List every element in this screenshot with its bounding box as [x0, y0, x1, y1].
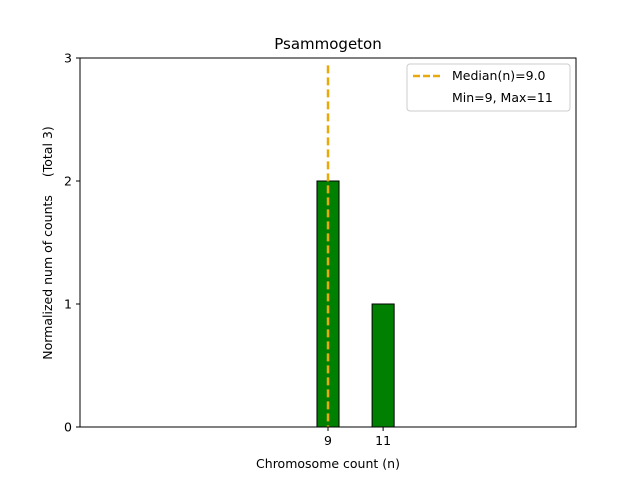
legend-range-label: Min=9, Max=11 — [452, 90, 553, 105]
y-axis-label-main: Normalized num of counts — [40, 195, 55, 360]
y-tick-label-3: 3 — [64, 51, 72, 66]
legend-frame — [406, 63, 571, 112]
x-tick-label-9: 9 — [324, 433, 332, 448]
y-axis: 0 1 2 3 — [64, 51, 80, 435]
x-axis: 9 11 — [324, 427, 391, 448]
y-axis-label: Normalized num of counts (Total 3) — [40, 126, 55, 360]
plot-area — [316, 65, 395, 428]
y-tick-label-0: 0 — [64, 420, 72, 435]
x-axis-label: Chromosome count (n) — [256, 456, 400, 471]
legend: Median(n)=9.0 Min=9, Max=11 — [406, 63, 571, 112]
bar-11 — [371, 303, 395, 428]
legend-median-label: Median(n)=9.0 — [452, 68, 546, 83]
y-axis-label-note: (Total 3) — [40, 126, 55, 177]
y-tick-label-2: 2 — [64, 174, 72, 189]
y-tick-label-1: 1 — [64, 297, 72, 312]
x-tick-label-11: 11 — [375, 433, 391, 448]
chart-title: Psammogeton — [274, 35, 382, 53]
